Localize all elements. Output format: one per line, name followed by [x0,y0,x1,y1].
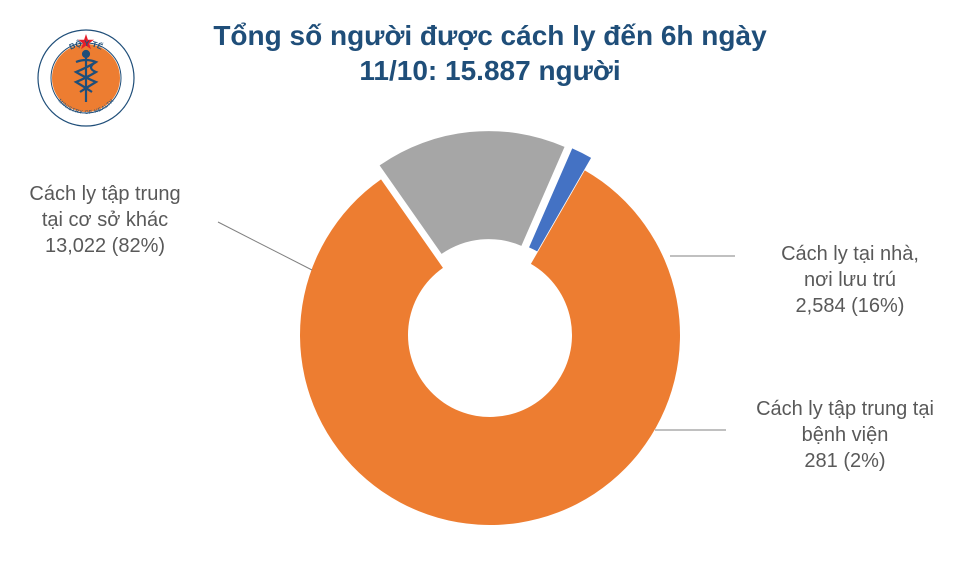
slice-label-home-line0: Cách ly tại nhà, [740,241,960,267]
slice-label-other-line2: 13,022 (82%) [0,233,210,259]
slice-label-home-line2: 2,584 (16%) [740,293,960,319]
slice-label-hospital-line2: 281 (2%) [730,448,960,474]
slice-label-hospital-line1: bệnh viện [730,422,960,448]
slice-label-hospital-line0: Cách ly tập trung tại [730,396,960,422]
slice-label-other: Cách ly tập trungtại cơ sở khác13,022 (8… [0,181,210,259]
slice-label-hospital: Cách ly tập trung tạibệnh viện281 (2%) [730,396,960,474]
slice-label-other-line1: tại cơ sở khác [0,207,210,233]
leader-other [218,222,312,270]
slice-label-home-line1: nơi lưu trú [740,267,960,293]
slice-label-other-line0: Cách ly tập trung [0,181,210,207]
slice-label-home: Cách ly tại nhà,nơi lưu trú2,584 (16%) [740,241,960,319]
